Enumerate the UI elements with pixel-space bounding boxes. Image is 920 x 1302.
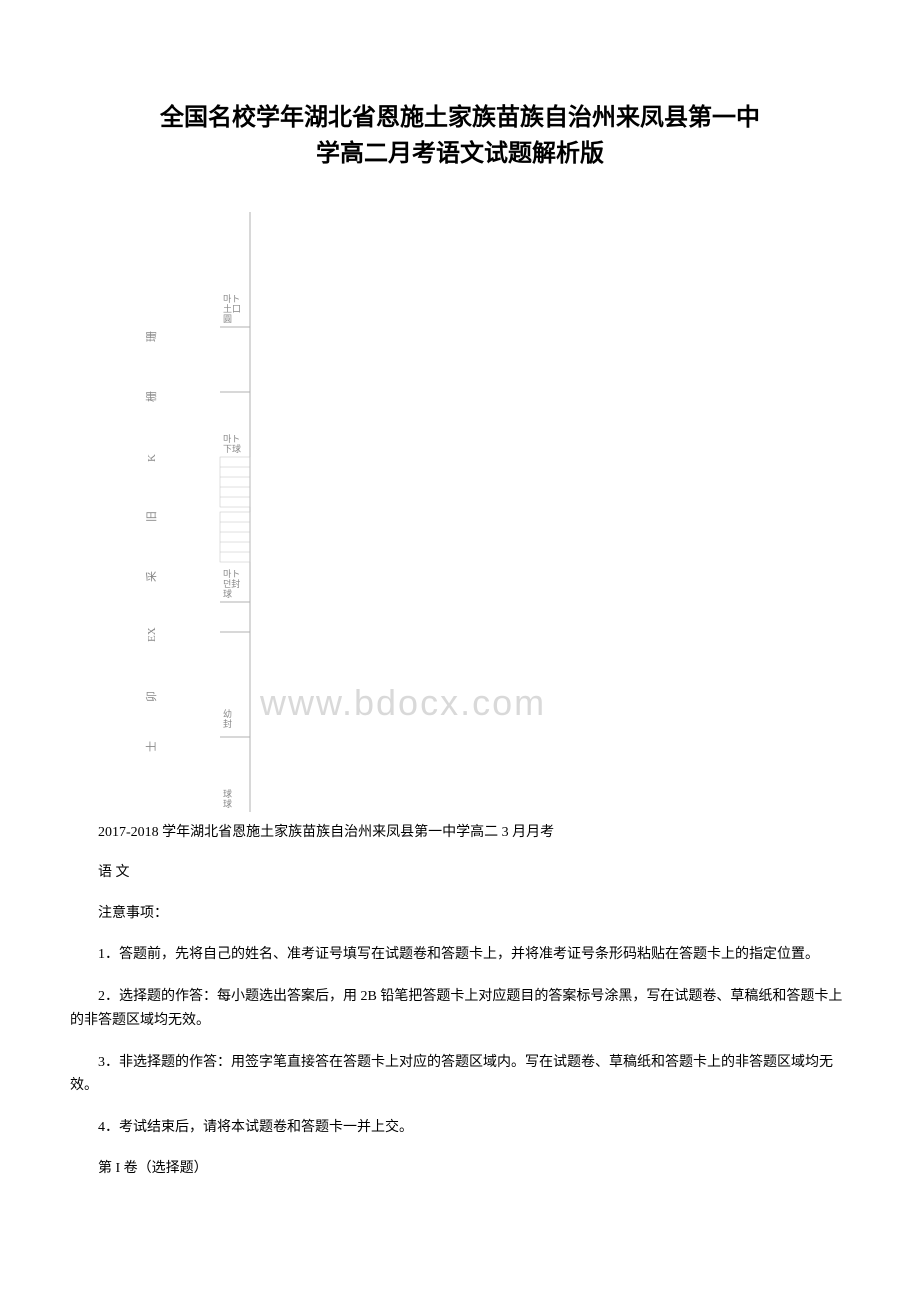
svg-text:封: 封	[223, 718, 232, 729]
svg-text:卯: 卯	[145, 691, 158, 702]
section-label: 第 I 卷（选择题）	[70, 1158, 850, 1180]
notice-4: 4．考试结束后，请将本试题卷和答题卡一并上交。	[70, 1116, 850, 1140]
svg-text:士: 士	[145, 741, 158, 752]
svg-text:圓: 圓	[223, 314, 232, 324]
svg-text:旧: 旧	[145, 511, 158, 522]
main-title: 全国名校学年湖北省恩施土家族苗族自治州来凤县第一中 学高二月考语文试题解析版	[60, 100, 860, 172]
svg-text:球: 球	[223, 798, 232, 809]
svg-text:던封: 던封	[223, 578, 240, 589]
svg-text:下球: 下球	[223, 443, 241, 454]
title-section: 全国名校学年湖北省恩施土家族苗族自治州来凤县第一中 学高二月考语文试题解析版	[0, 0, 920, 202]
svg-text:마ト: 마ト	[223, 294, 240, 304]
exam-info: 2017-2018 学年湖北省恩施土家族苗族自治州来凤县第一中学高二 3 月月考	[70, 822, 850, 844]
binding-diagram: 마ト 土口 圓 珊 栅 K 마ト 下球 旧 采 마ト 던封 球	[100, 212, 360, 812]
svg-text:采: 采	[145, 571, 158, 582]
svg-text:栅: 栅	[144, 391, 158, 402]
notice-1: 1．答题前，先将自己的姓名、准考证号填写在试题卷和答题卡上，并将准考证号条形码粘…	[70, 943, 850, 967]
notice-3: 3．非选择题的作答：用签字笔直接答在答题卡上对应的答题区域内。写在试题卷、草稿纸…	[70, 1051, 850, 1099]
svg-text:土口: 土口	[223, 303, 241, 314]
svg-text:마ト: 마ト	[223, 569, 240, 579]
diagram-section: 마ト 土口 圓 珊 栅 K 마ト 下球 旧 采 마ト 던封 球	[0, 202, 920, 822]
svg-text:珊: 珊	[145, 331, 158, 342]
content-section: 2017-2018 学年湖北省恩施土家族苗族自治州来凤县第一中学高二 3 月月考…	[0, 822, 920, 1228]
svg-text:球: 球	[223, 588, 232, 599]
notice-2: 2．选择题的作答：每小题选出答案后，用 2B 铅笔把答题卡上对应题目的答案标号涂…	[70, 985, 850, 1033]
svg-text:球: 球	[223, 788, 232, 799]
svg-text:幼: 幼	[223, 708, 232, 719]
notice-title: 注意事项：	[70, 903, 850, 925]
svg-text:EX: EX	[146, 627, 158, 642]
title-line2: 学高二月考语文试题解析版	[316, 141, 604, 167]
svg-text:K: K	[146, 454, 158, 462]
subject: 语 文	[70, 862, 850, 884]
title-line1: 全国名校学年湖北省恩施土家族苗族自治州来凤县第一中	[160, 105, 760, 131]
svg-text:마ト: 마ト	[223, 434, 240, 444]
